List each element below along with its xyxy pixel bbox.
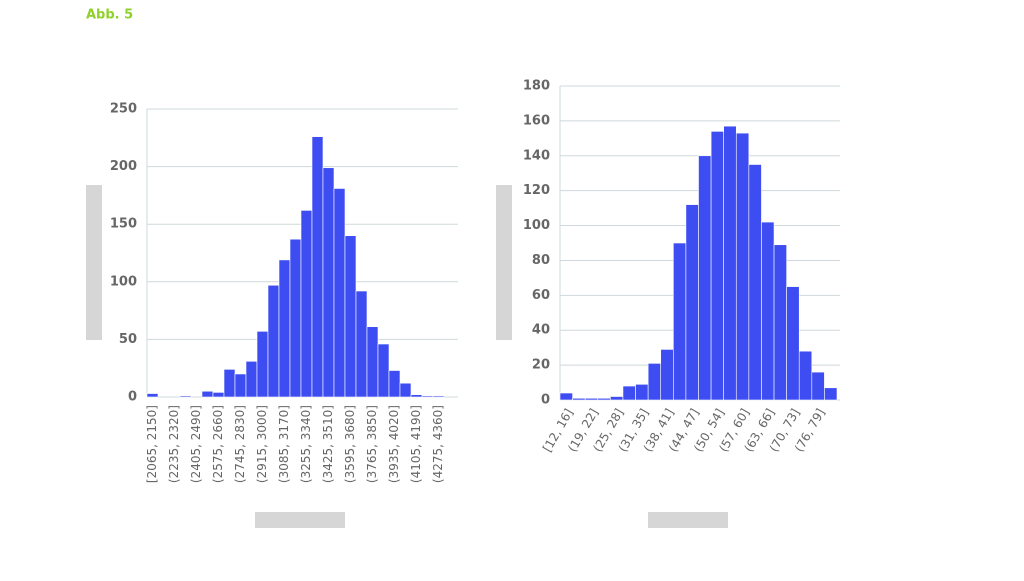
bar [660, 349, 674, 401]
bar [748, 164, 762, 401]
x-tick-label: (3595, 3680] [343, 405, 357, 483]
x-tick-label: (3425, 3510] [321, 405, 335, 483]
bar [344, 235, 357, 398]
blurred-y-axis-title [496, 185, 512, 340]
x-tick-label: (3085, 3170] [277, 405, 291, 483]
bar [559, 392, 573, 401]
bar [710, 131, 724, 401]
bar [421, 395, 434, 398]
x-tick-label: (2745, 2830] [233, 405, 247, 483]
y-tick-label: 250 [110, 102, 137, 117]
y-tick-label: 100 [110, 274, 137, 289]
bar [366, 326, 379, 398]
bar [685, 204, 699, 401]
bar [245, 360, 258, 398]
x-tick-label: (4275, 4360] [431, 405, 445, 483]
bar [647, 363, 662, 401]
bar [735, 132, 750, 401]
x-tick-label: [2065, 2150] [145, 405, 159, 483]
bar [584, 397, 599, 401]
bar [432, 395, 445, 398]
figure-label: Abb. 5 [86, 8, 133, 23]
y-tick-label: 40 [532, 323, 550, 338]
bar [278, 259, 291, 398]
y-tick-label: 50 [119, 332, 137, 347]
bar [146, 393, 159, 398]
bar [388, 370, 401, 398]
bar [786, 286, 800, 401]
bar [289, 238, 302, 398]
x-tick-label: (3935, 4020] [387, 405, 401, 483]
blurred-y-axis-title [86, 185, 102, 340]
blurred-x-axis-title [648, 512, 728, 528]
bar [824, 387, 838, 401]
bar [811, 371, 825, 401]
bar [773, 244, 787, 401]
y-tick-label: 60 [532, 288, 550, 303]
bar [256, 331, 269, 398]
bar [355, 290, 368, 398]
bar [212, 392, 225, 398]
x-tick-label: (2915, 3000] [255, 405, 269, 483]
x-tick-label: (3765, 3850] [365, 405, 379, 483]
bar [723, 125, 737, 401]
y-tick-label: 80 [532, 253, 550, 268]
y-tick-label: 150 [110, 217, 137, 232]
y-tick-label: 0 [128, 390, 137, 405]
bar [377, 343, 390, 398]
bar [597, 397, 611, 401]
y-tick-label: 120 [523, 183, 550, 198]
y-tick-label: 160 [523, 113, 550, 128]
bar [399, 382, 412, 398]
bar [698, 155, 712, 401]
bar [234, 373, 247, 398]
bar [311, 136, 324, 398]
bar [201, 390, 214, 398]
bar [572, 397, 586, 401]
y-tick-label: 200 [110, 159, 137, 174]
bar [673, 242, 687, 401]
bar [410, 394, 423, 398]
y-tick-label: 100 [523, 218, 550, 233]
x-tick-label: (2575, 2660] [211, 405, 225, 483]
bar [300, 210, 313, 398]
bar [223, 369, 236, 398]
x-tick-label: (4105, 4190] [409, 405, 423, 483]
bar [635, 383, 649, 401]
bar [622, 385, 636, 401]
bar [610, 396, 624, 401]
y-tick-label: 20 [532, 358, 550, 373]
x-tick-label: (2405, 2490] [189, 405, 203, 483]
blurred-x-axis-title [255, 512, 345, 528]
bar [179, 395, 192, 398]
y-tick-label: 140 [523, 148, 550, 163]
x-tick-label: (3255, 3340] [299, 405, 313, 483]
bar [333, 188, 346, 398]
x-tick-label: (2235, 2320] [167, 405, 181, 483]
y-tick-label: 180 [523, 79, 550, 94]
y-tick-label: 0 [541, 393, 550, 408]
bar [322, 167, 335, 398]
bar [798, 350, 813, 401]
bar [761, 221, 775, 401]
bar [267, 284, 280, 398]
